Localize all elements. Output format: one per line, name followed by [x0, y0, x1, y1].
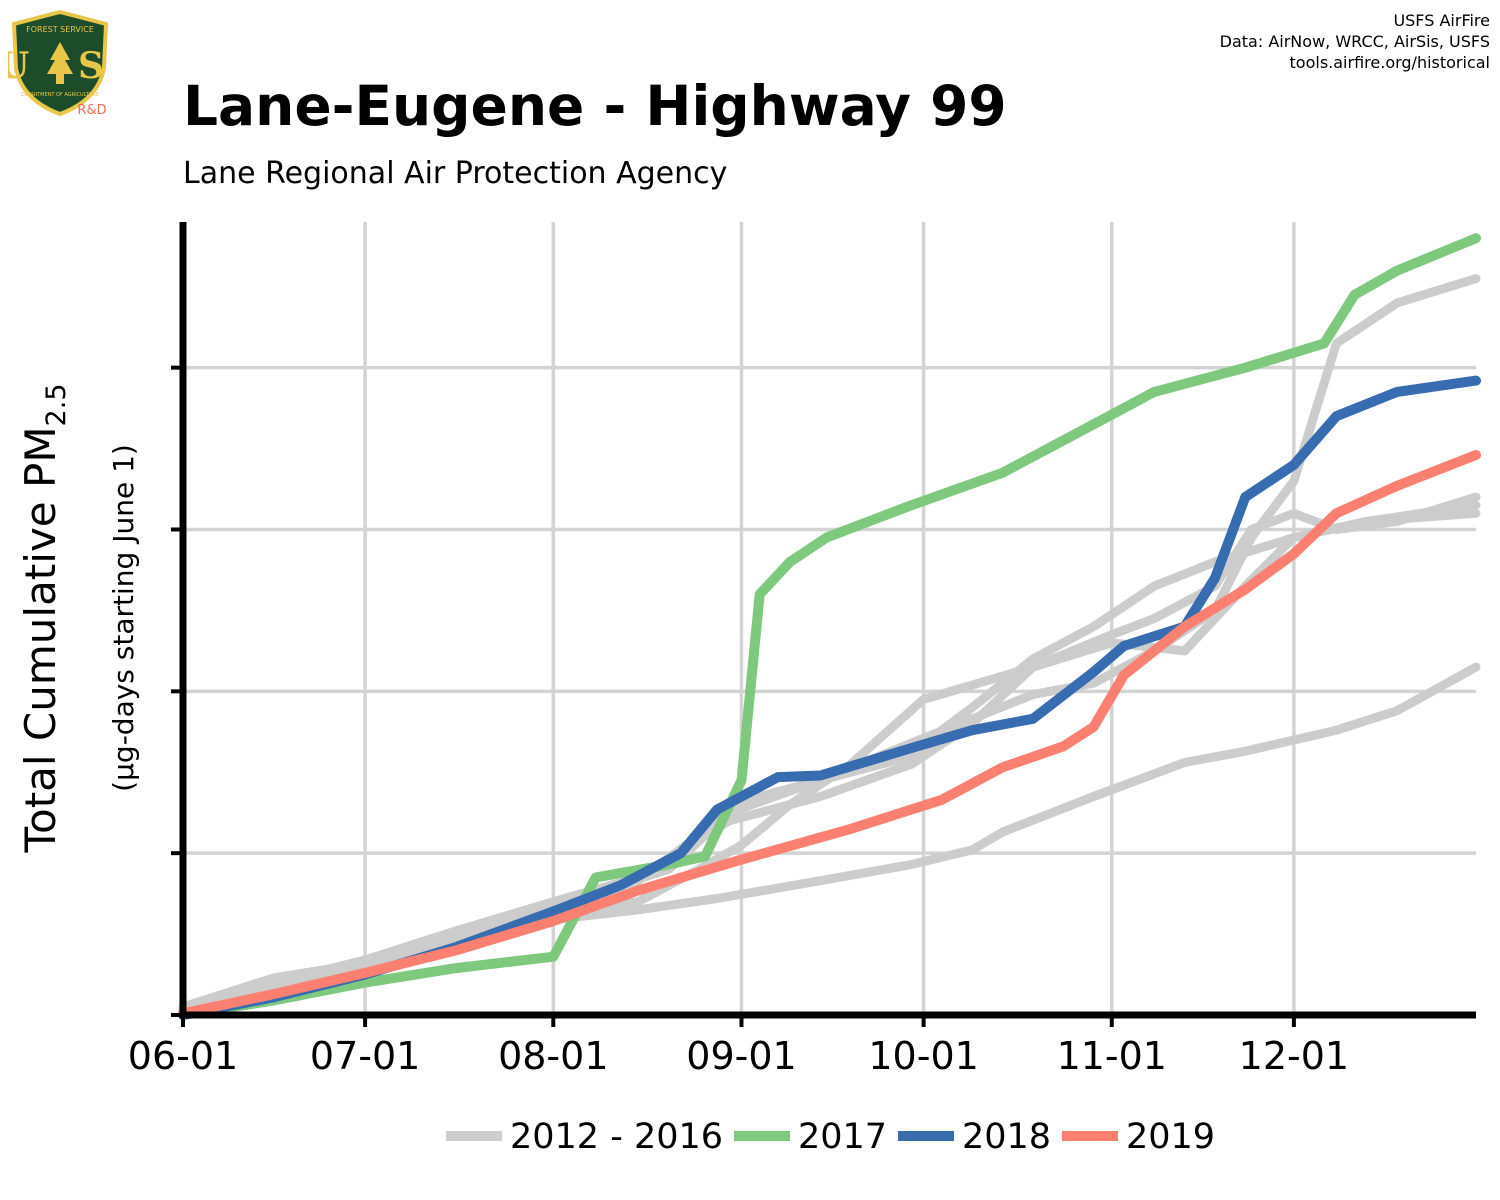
- usfs-shield-logo: FOREST SERVICE U S DEPARTMENT OF AGRICUL…: [8, 9, 109, 118]
- ticks: 06-01 07-01 08-01 09-01 10-01 11-01 12-01: [128, 365, 1349, 1078]
- legend-label: 2012 - 2016: [510, 1117, 723, 1157]
- credit-line: Data: AirNow, WRCC, AirSis, USFS: [1219, 32, 1490, 51]
- legend-label: 2019: [1126, 1117, 1215, 1157]
- x-tick-label: 08-01: [498, 1034, 608, 1078]
- y-axis-label-subscript: 2.5: [41, 383, 72, 426]
- legend: 2012 - 2016 2017 2018 2019: [446, 1117, 1215, 1157]
- credits-block: USFS AirFire Data: AirNow, WRCC, AirSis,…: [1220, 10, 1490, 73]
- grid-lines: [183, 222, 1476, 1015]
- x-tick-label: 11-01: [1057, 1034, 1167, 1078]
- series-line-2012-2016: [178, 508, 1481, 1015]
- series-line-2012-2016: [178, 500, 1481, 1015]
- series-line-2019: [178, 450, 1481, 1019]
- series-layer: [178, 233, 1481, 1020]
- axes: [179, 222, 1476, 1019]
- series-line-2018: [178, 375, 1481, 1020]
- y-axis-label-main: Total Cumulative PM2.5: [16, 383, 72, 853]
- logo-top-text: FOREST SERVICE: [26, 25, 94, 34]
- series-line-2012-2016: [178, 274, 1481, 1013]
- logo-rd-tag: R&D: [77, 103, 106, 118]
- tree-icon: [47, 42, 73, 84]
- chart-subtitle: Lane Regional Air Protection Agency: [183, 156, 728, 191]
- credit-line: tools.airfire.org/historical: [1289, 53, 1490, 72]
- y-axis-label: Total Cumulative PM2.5: [16, 383, 72, 853]
- x-tick-label: 12-01: [1239, 1034, 1349, 1078]
- series-line-2012-2016: [178, 492, 1481, 1012]
- y-axis-note-text: (µg-days starting June 1): [107, 444, 140, 792]
- credit-line: USFS AirFire: [1393, 11, 1490, 30]
- legend-label: 2017: [798, 1117, 887, 1157]
- x-tick-label: 07-01: [310, 1034, 420, 1078]
- logo-bottom-text: DEPARTMENT OF AGRICULTURE: [21, 92, 99, 98]
- x-tick-label: 10-01: [868, 1034, 978, 1078]
- x-tick-label: 06-01: [128, 1034, 238, 1078]
- series-line-2017: [178, 233, 1481, 1020]
- y-axis-note: (µg-days starting June 1): [107, 444, 140, 792]
- chart-title: Lane-Eugene - Highway 99: [183, 74, 1007, 138]
- legend-label: 2018: [962, 1117, 1051, 1157]
- x-tick-label: 09-01: [686, 1034, 796, 1078]
